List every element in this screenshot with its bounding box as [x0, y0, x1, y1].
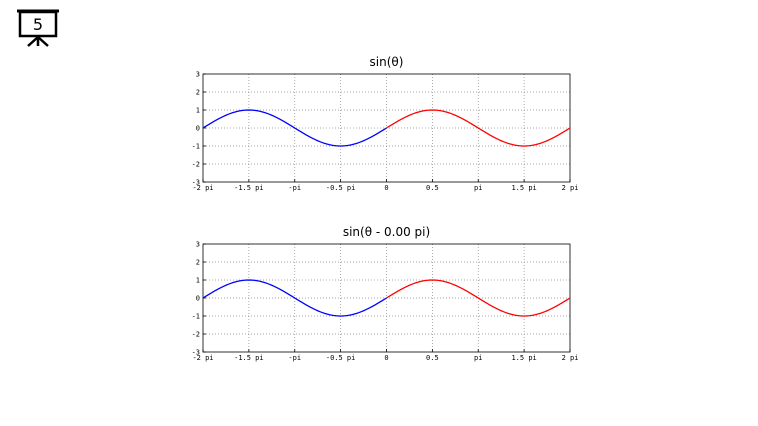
y-tick-label: 1: [196, 107, 200, 115]
board-leg-left-icon: [27, 36, 39, 47]
y-tick-label: -1: [192, 313, 200, 321]
y-tick-label: 2: [196, 259, 200, 267]
series-line-1: [202, 109, 387, 147]
y-tick-label: -3: [192, 349, 200, 357]
x-tick-label: 0: [384, 184, 388, 192]
series-line-2: [386, 109, 571, 147]
x-tick-label: -2 pi: [192, 354, 213, 362]
x-tick-label: -2 pi: [192, 184, 213, 192]
chart-2: sin(θ - 0.00 pi) -2 pi -1.5 pi -pi -0.5 pi 0 0…: [192, 225, 579, 362]
x-tick-label: 2 pi: [562, 184, 579, 192]
x-tick-label: -pi: [288, 184, 301, 192]
x-tick-label: -pi: [288, 354, 301, 362]
y-tick-label: -2: [192, 331, 200, 339]
y-tick-label: -1: [192, 143, 200, 151]
y-tick-label: 1: [196, 277, 200, 285]
y-tick-label: -3: [192, 179, 200, 187]
series-line-2: [386, 279, 571, 317]
y-tick-label: 3: [196, 71, 200, 79]
x-tick-label: 2 pi: [562, 354, 579, 362]
x-tick-label: 0.5: [426, 184, 439, 192]
presentation-board-icon[interactable]: 5: [16, 8, 60, 52]
y-tick-label: 0: [196, 125, 200, 133]
board-leg-right-icon: [37, 36, 49, 47]
x-tick-label: 0.5: [426, 354, 439, 362]
x-tick-label: -0.5 pi: [326, 354, 356, 362]
x-tick-label: 1.5 pi: [511, 184, 536, 192]
y-tick-label: 3: [196, 241, 200, 249]
chart-1: sin(θ) -2 pi -1.5 pi -pi -0.5 pi 0 0.5 pi 1.5 pi…: [192, 55, 579, 192]
x-tick-label: pi: [474, 184, 482, 192]
x-tick-label: -0.5 pi: [326, 184, 356, 192]
x-tick-label: pi: [474, 354, 482, 362]
chart-title: sin(θ): [370, 55, 404, 69]
slide-number: 5: [33, 15, 43, 34]
y-tick-label: -2: [192, 161, 200, 169]
x-tick-label: 1.5 pi: [511, 354, 536, 362]
x-tick-label: -1.5 pi: [234, 184, 264, 192]
x-tick-label: -1.5 pi: [234, 354, 264, 362]
y-tick-label: 0: [196, 295, 200, 303]
chart-title: sin(θ - 0.00 pi): [343, 225, 430, 239]
series-line-1: [202, 279, 387, 317]
y-tick-label: 2: [196, 89, 200, 97]
x-tick-label: 0: [384, 354, 388, 362]
